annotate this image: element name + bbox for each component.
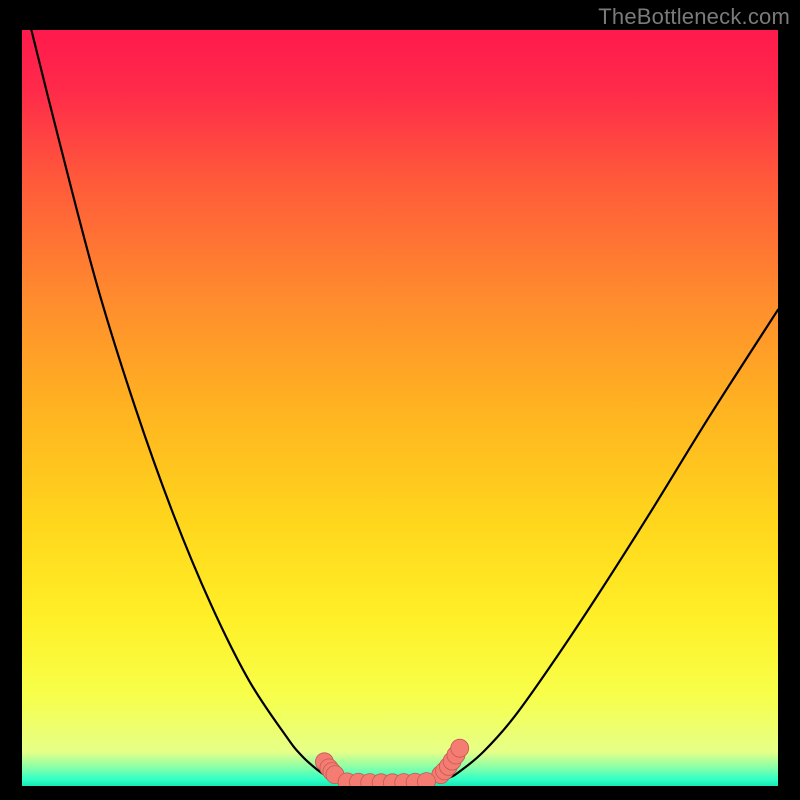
chart-svg bbox=[0, 0, 800, 800]
marker-dot bbox=[451, 739, 469, 757]
watermark-text: TheBottleneck.com bbox=[598, 4, 790, 30]
chart-stage: TheBottleneck.com bbox=[0, 0, 800, 800]
